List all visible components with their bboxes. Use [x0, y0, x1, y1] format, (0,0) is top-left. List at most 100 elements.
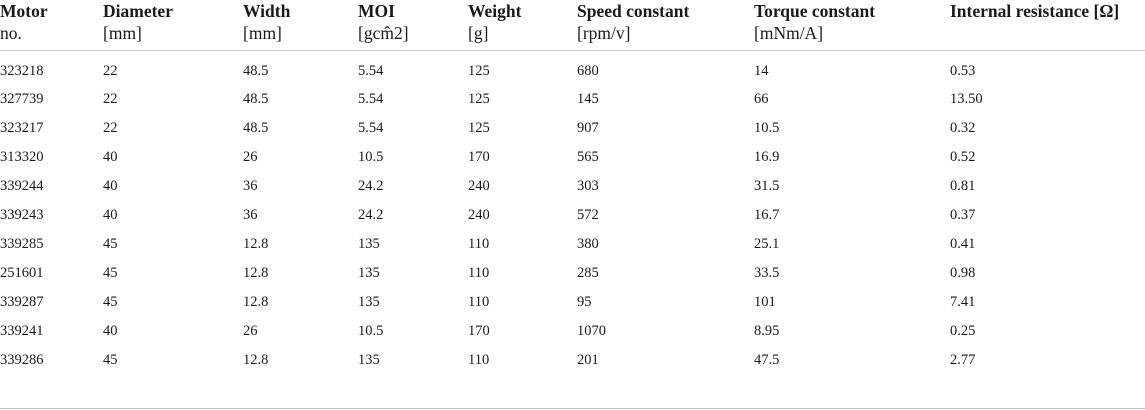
cell-internal-resistance: 2.77	[950, 351, 976, 368]
cell-internal-resistance: 0.53	[950, 63, 976, 79]
cell-torque-constant: 8.95	[754, 322, 780, 339]
cell-speed-constant: 907	[577, 119, 599, 136]
table-row: 339241 40 26 10.5 170 1070 8.95 0.25	[0, 317, 1145, 346]
cell-motor-no: 339286	[0, 351, 44, 368]
cell-speed-constant: 95	[577, 293, 592, 310]
header-weight: Weight [g]	[468, 0, 577, 51]
cell-torque-constant: 47.5	[754, 351, 780, 368]
cell-torque-constant: 14	[754, 63, 769, 79]
cell-weight: 125	[468, 119, 490, 136]
header-label: Width	[243, 1, 291, 21]
cell-moi: 5.54	[358, 63, 384, 79]
cell-torque-constant: 16.7	[754, 206, 780, 223]
cell-internal-resistance: 0.41	[950, 235, 976, 252]
cell-weight: 170	[468, 322, 490, 339]
cell-diameter: 40	[103, 206, 118, 223]
table-row: 339285 45 12.8 135 110 380 25.1 0.41	[0, 230, 1145, 259]
table-header: Motor no. Diameter [mm] Width [mm] MOI [gcm̂…	[0, 0, 1145, 51]
cell-width: 48.5	[243, 90, 269, 107]
cell-weight: 125	[468, 63, 490, 79]
header-row: Motor no. Diameter [mm] Width [mm] MOI [gcm̂…	[0, 0, 1145, 51]
cell-diameter: 22	[103, 119, 118, 136]
cell-diameter: 45	[103, 264, 118, 281]
cell-speed-constant: 680	[577, 63, 599, 79]
cell-width: 12.8	[243, 293, 269, 310]
header-unit: [mm]	[103, 23, 142, 43]
cell-speed-constant: 565	[577, 148, 599, 165]
cell-moi: 24.2	[358, 177, 384, 194]
header-label: Internal resistance [Ω]	[950, 1, 1120, 21]
cell-moi: 135	[358, 293, 380, 310]
cell-weight: 110	[468, 293, 490, 310]
table-body: 323218 22 48.5 5.54 125 680 14 0.53 327739 22 48.5…	[0, 50, 1145, 375]
cell-internal-resistance: 0.52	[950, 148, 976, 165]
cell-speed-constant: 303	[577, 177, 599, 194]
cell-moi: 10.5	[358, 148, 384, 165]
cell-speed-constant: 572	[577, 206, 599, 223]
cell-internal-resistance: 0.37	[950, 206, 976, 223]
header-label: Torque constant	[754, 1, 876, 21]
cell-torque-constant: 33.5	[754, 264, 780, 281]
table-row: 339286 45 12.8 135 110 201 47.5 2.77	[0, 346, 1145, 375]
cell-motor-no: 339244	[0, 177, 44, 194]
cell-width: 26	[243, 148, 258, 165]
cell-weight: 110	[468, 235, 490, 252]
header-label: Speed constant	[577, 1, 690, 21]
header-label: Weight	[468, 1, 522, 21]
header-motor-no: Motor no.	[0, 0, 103, 51]
header-label: Motor	[0, 1, 48, 21]
cell-torque-constant: 25.1	[754, 235, 780, 252]
cell-motor-no: 323217	[0, 119, 44, 136]
header-diameter: Diameter [mm]	[103, 0, 243, 51]
header-unit: no.	[0, 23, 22, 43]
cell-motor-no: 339241	[0, 322, 44, 339]
cell-speed-constant: 145	[577, 90, 599, 107]
cell-internal-resistance: 0.25	[950, 322, 976, 339]
cell-weight: 240	[468, 177, 490, 194]
cell-speed-constant: 201	[577, 351, 599, 368]
cell-weight: 125	[468, 90, 490, 107]
cell-diameter: 45	[103, 235, 118, 252]
cell-width: 48.5	[243, 119, 269, 136]
cell-motor-no: 339285	[0, 235, 44, 252]
cell-speed-constant: 380	[577, 235, 599, 252]
table-row: 339244 40 36 24.2 240 303 31.5 0.81	[0, 172, 1145, 201]
cell-moi: 135	[358, 235, 380, 252]
header-torque-constant: Torque constant [mNm/A]	[754, 0, 950, 51]
table-row: 339243 40 36 24.2 240 572 16.7 0.37	[0, 201, 1145, 230]
header-unit: [gcm̂2]	[358, 23, 409, 43]
cell-diameter: 40	[103, 177, 118, 194]
cell-torque-constant: 16.9	[754, 148, 780, 165]
cell-width: 48.5	[243, 63, 269, 79]
cell-torque-constant: 31.5	[754, 177, 780, 194]
header-unit: [mNm/A]	[754, 23, 824, 43]
cell-torque-constant: 10.5	[754, 119, 780, 136]
table-row: 339287 45 12.8 135 110 95 101 7.41	[0, 288, 1145, 317]
cell-diameter: 40	[103, 322, 118, 339]
header-unit: [g]	[468, 23, 489, 43]
cell-motor-no: 323218	[0, 63, 44, 79]
header-unit: [mm]	[243, 23, 282, 43]
cell-moi: 135	[358, 351, 380, 368]
cell-weight: 110	[468, 264, 490, 281]
cell-motor-no: 339243	[0, 206, 44, 223]
table-row: 323217 22 48.5 5.54 125 907 10.5 0.32	[0, 114, 1145, 143]
table-row: 327739 22 48.5 5.54 125 145 66 13.50	[0, 85, 1145, 114]
cell-diameter: 45	[103, 351, 118, 368]
cell-motor-no: 339287	[0, 293, 44, 310]
cell-weight: 170	[468, 148, 490, 165]
cell-moi: 10.5	[358, 322, 384, 339]
cell-width: 12.8	[243, 351, 269, 368]
cell-motor-no: 251601	[0, 264, 44, 281]
header-moi: MOI [gcm̂2]	[358, 0, 468, 51]
cell-weight: 240	[468, 206, 490, 223]
cell-width: 12.8	[243, 264, 269, 281]
table-row: 313320 40 26 10.5 170 565 16.9 0.52	[0, 143, 1145, 172]
cell-diameter: 40	[103, 148, 118, 165]
cell-internal-resistance: 7.41	[950, 293, 976, 310]
cell-torque-constant: 66	[754, 90, 769, 107]
table-bottom-rule	[0, 408, 1145, 409]
cell-internal-resistance: 13.50	[950, 90, 983, 107]
header-speed-constant: Speed constant [rpm/v]	[577, 0, 754, 51]
